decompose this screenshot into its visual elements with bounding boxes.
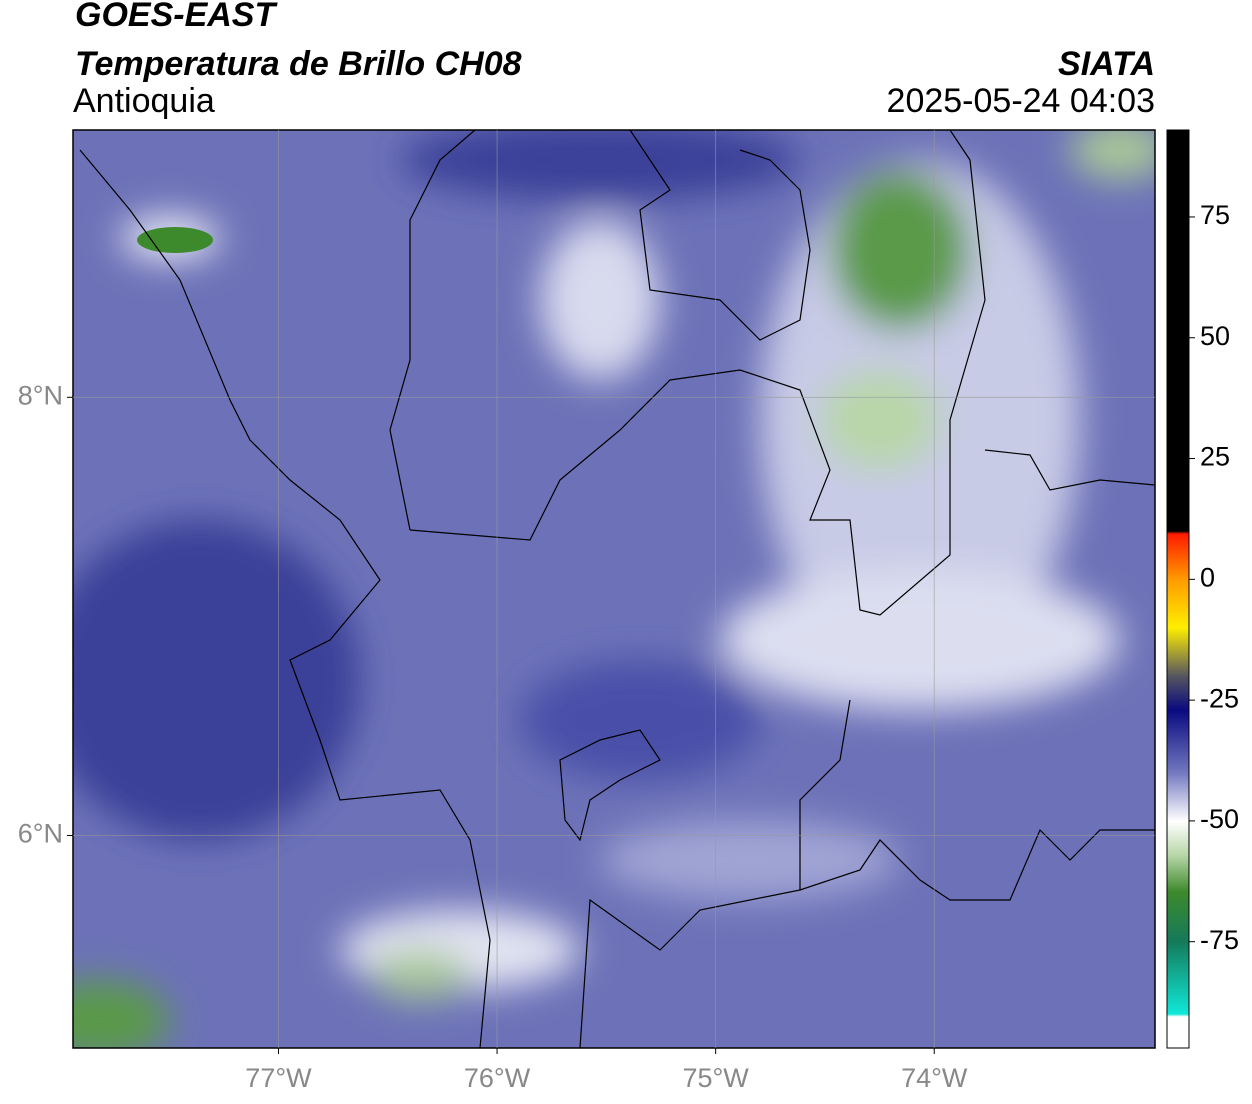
colorbar-tick-label: -50 (1200, 804, 1239, 834)
lon-tick-label: 77°W (245, 1063, 312, 1093)
lat-tick-label: 8°N (18, 380, 63, 410)
subtitle: Temperatura de Brillo CH08 (75, 45, 522, 83)
title: GOES-EAST (75, 0, 278, 34)
source: SIATA (1058, 45, 1155, 83)
datetime: 2025-05-24 04:03 (887, 82, 1155, 120)
colorbar-tick-label: 50 (1200, 321, 1230, 351)
colorbar-tick-label: -75 (1200, 925, 1239, 955)
lon-tick-label: 74°W (901, 1063, 968, 1093)
lon-tick-label: 76°W (464, 1063, 531, 1093)
colorbar (1166, 129, 1190, 1049)
map-frame (72, 129, 1156, 1049)
colorbar-tick-label: 25 (1200, 442, 1230, 472)
lat-tick-label: 6°N (18, 819, 63, 849)
region: Antioquia (73, 82, 215, 120)
lon-tick-label: 75°W (682, 1063, 749, 1093)
map-field (73, 130, 1155, 1048)
colorbar-tick-label: -25 (1200, 683, 1239, 713)
colorbar-tick-label: 75 (1200, 200, 1230, 230)
colorbar-tick-label: 0 (1200, 562, 1215, 592)
